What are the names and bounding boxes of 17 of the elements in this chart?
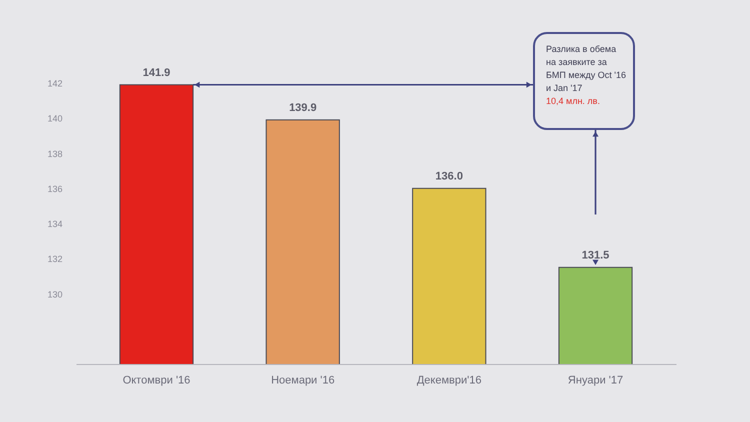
x-tick-label: Януари '17 — [568, 374, 624, 386]
y-tick-label: 136 — [47, 184, 62, 194]
y-tick-label: 134 — [47, 219, 62, 229]
x-tick-label: Декември'16 — [416, 374, 482, 386]
annotation: 10,4 млн. лв. — [546, 95, 600, 108]
annotation: Разлика в обема на заявките за БМП между Oct '16 и Jan '17 — [546, 43, 626, 95]
data-label: 139.9 — [289, 102, 317, 114]
data-label: 141.9 — [142, 66, 170, 79]
y-tick-label: 140 — [47, 114, 62, 124]
y-tick-label: 132 — [47, 254, 62, 264]
y-tick-label: 138 — [47, 148, 62, 159]
y-tick-label: 130 — [47, 289, 62, 300]
data-label: 131.5 — [582, 249, 610, 262]
x-tick-label: Октомври '16 — [122, 374, 190, 386]
x-tick-label: Ноемари '16 — [271, 374, 335, 386]
data-label: 136.0 — [435, 170, 463, 182]
y-tick-label: 142 — [47, 78, 62, 88]
